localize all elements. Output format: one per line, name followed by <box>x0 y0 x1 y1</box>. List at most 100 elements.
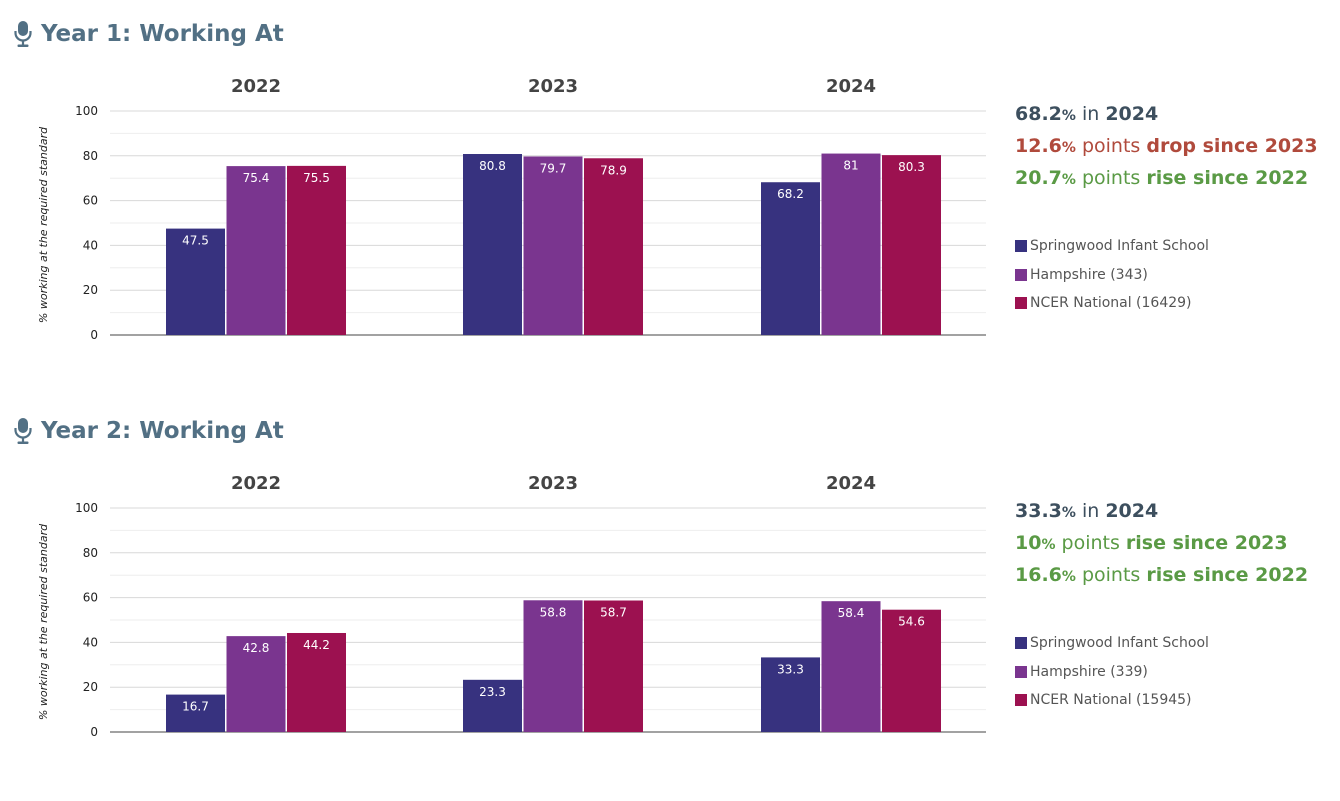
summary-middle: points <box>1075 135 1147 157</box>
bar-value-label: 47.5 <box>182 234 209 248</box>
legend-label: Springwood Infant School <box>1030 238 1209 255</box>
summary-middle: points <box>1075 564 1147 586</box>
bar-value-label: 58.4 <box>838 606 865 620</box>
bar-value-label: 75.5 <box>303 171 330 185</box>
y-tick-label: 100 <box>75 104 98 118</box>
chart-legend: Springwood Infant School Hampshire (343)… <box>1015 232 1209 318</box>
legend-item-national[interactable]: NCER National (15945) <box>1015 686 1209 715</box>
bar <box>882 155 941 335</box>
summary-unit: % <box>1061 172 1076 188</box>
summary-phrase: rise since 2022 <box>1146 564 1309 586</box>
section-title-text: Year 1: Working At <box>41 21 284 47</box>
summary-change-2023: 12.6% points drop since 2023 <box>1015 130 1318 162</box>
summary-change-2023: 10% points rise since 2023 <box>1015 527 1308 559</box>
summary-value: 16.6 <box>1015 564 1062 586</box>
bar-value-label: 78.9 <box>600 163 627 177</box>
summary-current: 68.2% in 2024 <box>1015 98 1318 130</box>
legend-item-national[interactable]: NCER National (16429) <box>1015 289 1209 318</box>
bar-value-label: 33.3 <box>777 662 804 676</box>
bar-value-label: 68.2 <box>777 187 804 201</box>
legend-swatch <box>1015 268 1027 281</box>
bar <box>287 632 346 732</box>
y-tick-label: 0 <box>90 328 98 342</box>
chart-section-year1: Year 1: Working At 0 20 40 60 80 100 % working… <box>0 0 1340 380</box>
y-tick-label: 40 <box>83 635 98 649</box>
bar <box>882 609 941 732</box>
bar-value-label: 81 <box>843 159 858 173</box>
y-tick-label: 60 <box>83 591 98 605</box>
legend-item-school[interactable]: Springwood Infant School <box>1015 629 1209 658</box>
y-tick-label: 80 <box>83 546 98 560</box>
y-tick-label: 0 <box>90 725 98 739</box>
summary-value: 12.6 <box>1015 135 1062 157</box>
bar <box>584 158 643 335</box>
summary-change-2022: 16.6% points rise since 2022 <box>1015 559 1308 591</box>
y-tick-label: 20 <box>83 283 98 297</box>
bar-value-label: 44.2 <box>303 638 330 652</box>
summary-unit: % <box>1061 505 1076 521</box>
legend-swatch <box>1015 665 1027 678</box>
bar-value-label: 80.3 <box>898 160 925 174</box>
y-tick-label: 100 <box>75 501 98 515</box>
legend-swatch <box>1015 240 1027 253</box>
bar-chart: 0 20 40 60 80 100 % working at the required st… <box>14 473 986 747</box>
bar <box>166 228 225 335</box>
x-category-label: 2023 <box>528 473 578 494</box>
summary-middle: in <box>1075 103 1106 125</box>
x-category-label: 2023 <box>528 76 578 97</box>
bar <box>287 165 346 335</box>
bar-value-label: 79.7 <box>540 161 567 175</box>
bar-value-label: 54.6 <box>898 615 925 629</box>
section-title: Year 1: Working At <box>14 18 284 50</box>
x-category-label: 2024 <box>826 76 876 97</box>
bar-value-label: 75.4 <box>243 171 270 185</box>
y-tick-label: 60 <box>83 194 98 208</box>
bar-value-label: 16.7 <box>182 700 209 714</box>
legend-item-county[interactable]: Hampshire (339) <box>1015 658 1209 687</box>
legend-label: NCER National (15945) <box>1030 692 1192 709</box>
summary-current: 33.3% in 2024 <box>1015 495 1308 527</box>
legend-swatch <box>1015 694 1027 707</box>
legend-item-school[interactable]: Springwood Infant School <box>1015 232 1209 261</box>
bar-chart: 0 20 40 60 80 100 % working at the required st… <box>14 76 986 350</box>
legend-swatch <box>1015 297 1027 310</box>
bar <box>821 153 881 335</box>
bar-value-label: 58.8 <box>540 605 567 619</box>
y-tick-label: 20 <box>83 680 98 694</box>
y-tick-label: 40 <box>83 238 98 252</box>
microphone-icon[interactable] <box>14 20 32 48</box>
section-title: Year 2: Working At <box>14 415 284 447</box>
summary-panel: 68.2% in 2024 12.6% points drop since 20… <box>1015 98 1318 194</box>
bar <box>226 166 286 335</box>
x-category-label: 2022 <box>231 76 281 97</box>
summary-panel: 33.3% in 2024 10% points rise since 2023… <box>1015 495 1308 591</box>
bar <box>761 182 820 335</box>
bar <box>166 694 225 732</box>
summary-year: 2024 <box>1105 500 1159 522</box>
summary-phrase: drop since 2023 <box>1146 135 1318 157</box>
bar-value-label: 23.3 <box>479 685 506 699</box>
summary-phrase: rise since 2023 <box>1125 532 1288 554</box>
bar-value-label: 42.8 <box>243 641 270 655</box>
summary-year: 2024 <box>1105 103 1159 125</box>
legend-item-county[interactable]: Hampshire (343) <box>1015 261 1209 290</box>
bar <box>523 156 583 335</box>
summary-unit: % <box>1061 569 1076 585</box>
bar <box>821 601 881 732</box>
summary-change-2022: 20.7% points rise since 2022 <box>1015 162 1318 194</box>
bar <box>761 657 820 732</box>
bar <box>226 636 286 732</box>
summary-unit: % <box>1041 537 1056 553</box>
summary-unit: % <box>1061 140 1076 156</box>
legend-label: Hampshire (339) <box>1030 663 1148 680</box>
legend-label: Hampshire (343) <box>1030 266 1148 283</box>
y-axis-label: % working at the required standard <box>37 126 50 323</box>
y-tick-label: 80 <box>83 149 98 163</box>
microphone-icon[interactable] <box>14 417 32 445</box>
summary-value: 33.3 <box>1015 500 1062 522</box>
summary-value: 20.7 <box>1015 167 1062 189</box>
x-category-label: 2022 <box>231 473 281 494</box>
summary-unit: % <box>1061 108 1076 124</box>
chart-legend: Springwood Infant School Hampshire (339)… <box>1015 629 1209 715</box>
summary-middle: in <box>1075 500 1106 522</box>
